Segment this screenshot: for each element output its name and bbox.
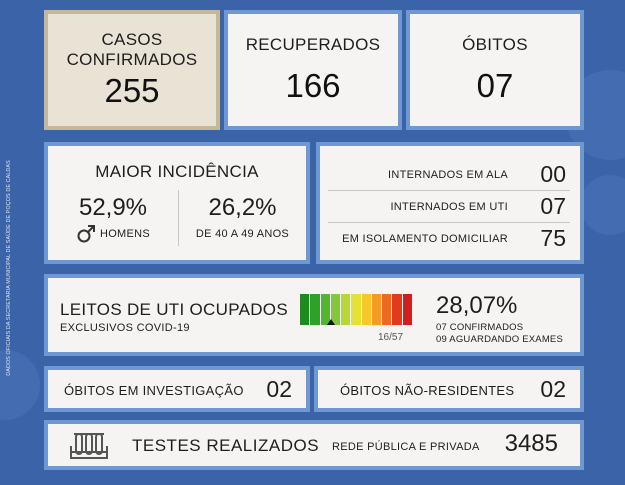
gauge-segment [392,294,402,325]
gauge-segment [330,294,341,325]
male-icon [76,224,96,244]
background-shape [580,175,625,235]
leitos-confirmados: 07 CONFIRMADOS [436,322,524,333]
internados-ala-row: INTERNADOS EM ALA 00 [328,160,570,188]
nao-residentes-value: 02 [540,376,566,402]
nao-residentes-label: ÓBITOS NÃO-RESIDENTES [340,383,515,398]
gauge-segment [371,294,382,325]
gauge-segment [382,294,392,325]
leitos-percent: 28,07% [436,292,518,319]
incidencia-homens-row: HOMENS [48,224,178,244]
testes-label: TESTES REALIZADOS [132,436,320,455]
casos-value: 255 [104,72,160,109]
investigacao-label: ÓBITOS EM INVESTIGAÇÃO [64,383,244,398]
gauge-marker [327,319,336,325]
gauge-segment [341,294,351,325]
maior-incidencia-card: MAIOR INCIDÊNCIA 52,9% HOMENS 26,2% DE 4… [44,142,310,264]
isolamento-value: 75 [540,225,566,251]
occupancy-gauge [300,294,412,328]
source-credit: DADOS OFICIAIS DA SECRETARIA MUNICIPAL D… [4,128,14,408]
incidencia-homens-pct: 52,9% [78,194,148,221]
obitos-value: 07 [476,67,514,104]
recuperados-label: RECUPERADOS [245,35,381,54]
isolamento-row: EM ISOLAMENTO DOMICILIAR 75 [328,224,570,252]
obitos-label: ÓBITOS [462,35,528,54]
recuperados-card: RECUPERADOS 166 [224,10,402,130]
leitos-aguardando: 09 AGUARDANDO EXAMES [436,334,564,345]
gauge-segments [300,294,412,325]
internados-ala-value: 00 [540,161,566,187]
isolamento-label: EM ISOLAMENTO DOMICILIAR [342,233,508,245]
internacao-card: INTERNADOS EM ALA 00 INTERNADOS EM UTI 0… [316,142,584,264]
leitos-title: LEITOS DE UTI OCUPADOS [60,300,288,319]
gauge-segment [351,294,361,325]
incidencia-right: 26,2% DE 40 A 49 ANOS [179,194,306,240]
internados-uti-row: INTERNADOS EM UTI 07 [328,192,570,220]
row-divider [328,190,570,191]
leitos-subtitle: EXCLUSIVOS COVID-19 [60,322,190,334]
test-tubes-icon [68,430,110,464]
internados-uti-label: INTERNADOS EM UTI [390,201,508,213]
obitos-investigacao-card: ÓBITOS EM INVESTIGAÇÃO 02 [44,366,310,412]
incidencia-homens-label: HOMENS [99,228,151,240]
incidencia-idade-pct: 26,2% [208,194,277,221]
recuperados-value: 166 [285,67,341,104]
gauge-segment [402,294,412,325]
casos-label-line2: CONFIRMADOS [66,50,198,69]
gauge-segment [310,294,320,325]
gauge-segment [361,294,371,325]
testes-sublabel: REDE PÚBLICA E PRIVADA [332,441,480,453]
row-divider [328,222,570,223]
obitos-card: ÓBITOS 07 [406,10,584,130]
incidencia-divider [178,190,179,246]
testes-value: 3485 [504,430,558,457]
obitos-nao-residentes-card: ÓBITOS NÃO-RESIDENTES 02 [314,366,584,412]
source-credit-text: DADOS OFICIAIS DA SECRETARIA MUNICIPAL D… [6,160,12,376]
investigacao-value: 02 [266,376,292,402]
internados-uti-value: 07 [540,193,566,219]
gauge-segment [320,294,330,325]
incidencia-left: 52,9% HOMENS [48,194,178,244]
incidencia-title: MAIOR INCIDÊNCIA [95,162,259,181]
incidencia-idade-label: DE 40 A 49 ANOS [195,228,290,240]
casos-label-line1: CASOS [101,30,163,49]
testes-realizados-card: TESTES REALIZADOS REDE PÚBLICA E PRIVADA… [44,420,584,470]
gauge-caption: 16/57 [378,332,404,343]
internados-ala-label: INTERNADOS EM ALA [387,169,508,181]
casos-confirmados-card: CASOS CONFIRMADOS 255 [44,10,220,130]
leitos-uti-card: LEITOS DE UTI OCUPADOS EXCLUSIVOS COVID-… [44,274,584,356]
gauge-segment [300,294,310,325]
